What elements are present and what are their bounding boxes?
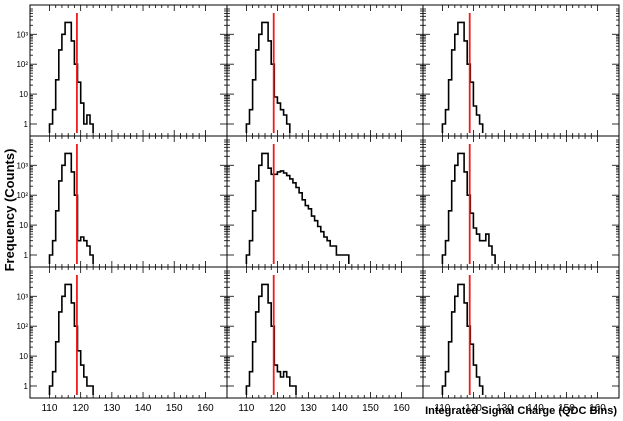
y-tick-label: 10³ <box>16 292 28 301</box>
x-tick-label: 110 <box>434 403 450 414</box>
panel-row3-col3 <box>422 266 620 399</box>
x-tick-label: 140 <box>135 403 152 414</box>
histogram-series <box>48 283 94 395</box>
y-tick-label: 10³ <box>16 161 28 170</box>
x-tick-label: 140 <box>527 403 544 414</box>
x-tick-label: 130 <box>496 403 513 414</box>
x-tick-label: 110 <box>238 403 254 414</box>
panel-row1-col2 <box>226 4 424 137</box>
y-tick-label: 10 <box>19 221 28 230</box>
histogram-series <box>245 21 291 133</box>
x-tick-label: 150 <box>166 403 183 414</box>
y-tick-label: 10³ <box>16 30 28 39</box>
y-tick-label: 1 <box>24 251 29 260</box>
panels-group: 1 10 10² 10³ 1 10 10² 10³ 1 10 10² 10³ <box>16 4 620 399</box>
x-tick-label: 120 <box>269 403 286 414</box>
x-tick-label: 160 <box>589 403 606 414</box>
x-tick-label: 150 <box>558 403 575 414</box>
x-tick-label: 120 <box>465 403 482 414</box>
x-tick-label: 130 <box>104 403 121 414</box>
histogram-series <box>48 152 94 264</box>
y-tick-label: 10 <box>19 352 28 361</box>
histogram-series <box>48 21 94 133</box>
x-tick-label: 110 <box>41 403 57 414</box>
y-tick-label: 1 <box>24 120 29 129</box>
y-axis-label: Frequency (Counts) <box>2 149 17 272</box>
x-axis-label: Integrated Signal Charge (QDC Bins) <box>425 405 617 417</box>
x-tick-label: 160 <box>393 403 410 414</box>
y-tick-label: 10² <box>16 60 28 69</box>
y-tick-label: 1 <box>24 382 29 391</box>
histogram-series <box>441 21 484 133</box>
histogram-series <box>245 283 297 395</box>
y-tick-label: 10² <box>16 191 28 200</box>
x-tick-labels-group: 110 120 130 140 150 160 110 120 130 140 150 160 110 1… <box>41 403 606 414</box>
y-tick-label: 10 <box>19 90 28 99</box>
x-tick-label: 150 <box>362 403 379 414</box>
histogram-series <box>441 283 484 395</box>
x-tick-label: 120 <box>72 403 89 414</box>
x-tick-label: 130 <box>300 403 317 414</box>
histogram-series <box>441 152 496 264</box>
x-tick-label: 160 <box>197 403 214 414</box>
histogram-series <box>245 152 350 264</box>
y-tick-label: 10² <box>16 322 28 331</box>
x-tick-label: 140 <box>331 403 348 414</box>
